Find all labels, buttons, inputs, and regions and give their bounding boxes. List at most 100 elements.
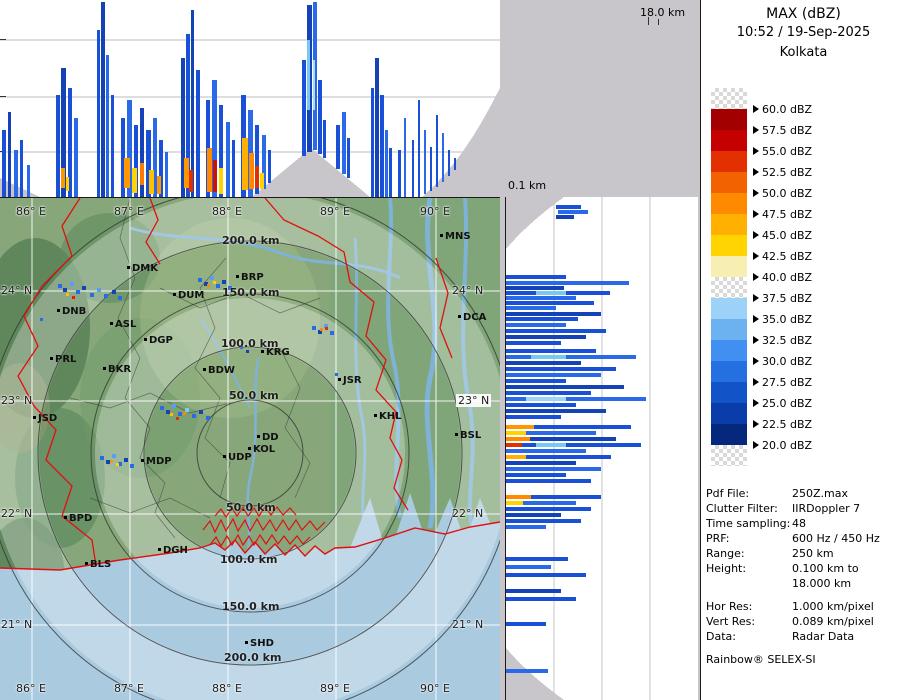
- axis-tick: [658, 19, 659, 25]
- coastline: [0, 521, 501, 571]
- city-marker: [374, 414, 377, 417]
- legend-arrow-icon: [753, 441, 759, 449]
- city-label: SHD: [245, 638, 274, 649]
- lat-label: 24° N: [1, 284, 33, 297]
- info-row: 18.000 km: [792, 577, 852, 590]
- legend-cell: [711, 172, 747, 193]
- range-ring-label: 100.0 km: [220, 553, 278, 566]
- legend-cell: [711, 382, 747, 403]
- dbz-color-legend: 60.0 dBZ 57.5 dBZ 55.0 dBZ 52.5 dBZ 50.0…: [711, 88, 901, 466]
- legend-cell: [711, 319, 747, 340]
- range-ring-label: 50.0 km: [226, 501, 276, 514]
- product-title: MAX (dBZ): [766, 6, 841, 22]
- legend-label: 52.5 dBZ: [753, 165, 812, 179]
- range-ring-label: 100.0 km: [221, 337, 279, 350]
- lat-label: 21° N: [1, 618, 33, 631]
- lat-label: 22° N: [1, 507, 33, 520]
- city-marker: [144, 338, 147, 341]
- legend-arrow-icon: [753, 126, 759, 134]
- legend-label: 57.5 dBZ: [753, 123, 812, 137]
- height-axis-min-label: 0.1 km: [508, 179, 547, 192]
- side-height-projection-panel: [505, 197, 698, 700]
- city-label: DCA: [458, 312, 486, 323]
- city-label: KOL: [248, 444, 275, 455]
- legend-arrow-icon: [753, 336, 759, 344]
- city-marker: [141, 459, 144, 462]
- legend-cell: [711, 193, 747, 214]
- station-name: Kolkata: [779, 45, 828, 60]
- lon-label: 87° E: [114, 205, 144, 218]
- legend-cell-nodata: [711, 88, 747, 109]
- city-marker: [455, 433, 458, 436]
- lon-label: 88° E: [212, 205, 242, 218]
- legend-cell: [711, 424, 747, 445]
- legend-arrow-icon: [753, 399, 759, 407]
- legend-label: 60.0 dBZ: [753, 102, 812, 116]
- city-label: DNB: [57, 306, 86, 317]
- top-height-projection-panel: [0, 0, 500, 197]
- city-marker: [173, 293, 176, 296]
- city-marker: [103, 367, 106, 370]
- legend-cell-nodata: [711, 445, 747, 466]
- city-label: PRL: [50, 354, 76, 365]
- legend-cell: [711, 298, 747, 319]
- range-band-shading: [0, 192, 511, 700]
- city-label: JSD: [33, 413, 57, 424]
- lat-label: 24° N: [452, 284, 484, 297]
- legend-arrow-icon: [753, 231, 759, 239]
- lon-label: 88° E: [212, 682, 242, 695]
- city-marker: [127, 266, 130, 269]
- city-marker: [158, 548, 161, 551]
- legend-label: 37.5 dBZ: [753, 291, 812, 305]
- legend-arrow-icon: [753, 210, 759, 218]
- range-ring-label: 200.0 km: [222, 234, 280, 247]
- lat-label: 21° N: [452, 618, 484, 631]
- range-ring-label: 50.0 km: [229, 389, 279, 402]
- city-marker: [50, 357, 53, 360]
- sidebar: MAX (dBZ) 10:52 / 19-Sep-2025 Kolkata 60…: [700, 0, 906, 700]
- city-label: KHL: [374, 411, 402, 422]
- radar-map-panel: 86° E 87° E 88° E 89° E 90° E 86° E 87° …: [0, 187, 516, 700]
- lat-label: 23° N: [456, 394, 492, 407]
- legend-cell: [711, 361, 747, 382]
- info-row: Vert Res: 0.089 km/pixel: [706, 615, 874, 628]
- legend-label: 30.0 dBZ: [753, 354, 812, 368]
- echo-cluster-north: [198, 276, 232, 290]
- legend-arrow-icon: [753, 315, 759, 323]
- city-marker: [57, 309, 60, 312]
- lon-label: 87° E: [114, 682, 144, 695]
- legend-cell: [711, 340, 747, 361]
- echo-cluster-nw: [58, 282, 122, 300]
- city-label: JSR: [338, 375, 362, 386]
- city-label: BSL: [455, 430, 481, 441]
- city-marker: [261, 350, 264, 353]
- legend-label: 55.0 dBZ: [753, 144, 812, 158]
- city-label: BKR: [103, 364, 131, 375]
- range-ring-label: 150.0 km: [222, 600, 280, 613]
- legend-arrow-icon: [753, 378, 759, 386]
- legend-arrow-icon: [753, 189, 759, 197]
- info-row: Range: 250 km: [706, 547, 834, 560]
- legend-label: 20.0 dBZ: [753, 438, 812, 452]
- legend-arrow-icon: [753, 252, 759, 260]
- legend-arrow-icon: [753, 357, 759, 365]
- legend-label: 27.5 dBZ: [753, 375, 812, 389]
- legend-label: 50.0 dBZ: [753, 186, 812, 200]
- scan-datetime: 10:52 / 19-Sep-2025: [736, 25, 871, 40]
- city-marker: [458, 315, 461, 318]
- city-marker: [257, 435, 260, 438]
- legend-label: 45.0 dBZ: [753, 228, 812, 242]
- legend-cell: [711, 130, 747, 151]
- radar-echoes: [40, 276, 338, 468]
- info-row: Data: Radar Data: [706, 630, 855, 643]
- lon-label: 86° E: [16, 682, 46, 695]
- scan-info-block: Pdf File: 250Z.max Clutter Filter: IIRDopp…: [706, 486, 904, 667]
- city-label: KRG: [261, 347, 290, 358]
- legend-arrow-icon: [753, 105, 759, 113]
- city-label: DD: [257, 432, 279, 443]
- legend-arrow-icon: [753, 147, 759, 155]
- legend-label: 35.0 dBZ: [753, 312, 812, 326]
- max-reflectivity-bars-ew: [2, 2, 456, 197]
- city-label: MDP: [141, 456, 172, 467]
